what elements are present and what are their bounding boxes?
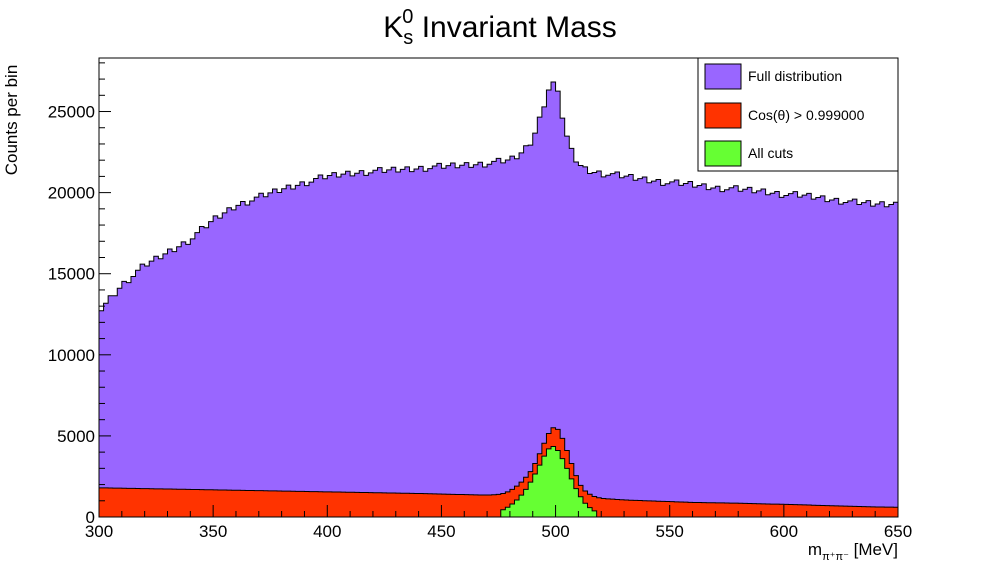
- y-tick-label: 20000: [48, 184, 95, 203]
- y-axis-label: Counts per bin: [2, 65, 21, 176]
- series-2-histogram: [98, 427, 899, 518]
- x-axis-label-sub: π⁺π⁻: [822, 551, 849, 563]
- legend-label: All cuts: [748, 145, 793, 161]
- axes: 300 350 400 450 500 550 600 650 0 5000 10000 15000 2…: [48, 62, 912, 541]
- x-axis-label: mπ⁺π⁻ [MeV]: [808, 540, 898, 563]
- chart-title-rest: Invariant Mass: [413, 11, 616, 44]
- y-tick-label: 0: [86, 508, 95, 527]
- legend-label: Full distribution: [748, 68, 842, 84]
- chart-title: Ks0 Invariant Mass: [383, 6, 617, 49]
- chart-title-sub: s: [403, 27, 413, 49]
- x-tick-label: 350: [199, 522, 227, 541]
- plot-frame: [98, 57, 899, 518]
- series-3-histogram: [500, 445, 598, 518]
- series-1-histogram: [98, 81, 899, 518]
- legend-swatch: [704, 102, 742, 129]
- y-tick-label: 10000: [48, 346, 95, 365]
- chart-title-sup: 0: [402, 6, 413, 28]
- x-axis-label-base: m: [808, 540, 822, 559]
- x-tick-label: 450: [427, 522, 455, 541]
- x-tick-label: 550: [656, 522, 684, 541]
- legend-swatch: [704, 63, 742, 90]
- y-tick-label: 5000: [57, 427, 95, 446]
- x-tick-label: 650: [884, 522, 912, 541]
- y-tick-label: 15000: [48, 265, 95, 284]
- x-tick-label: 600: [770, 522, 798, 541]
- histogram-layer: [98, 81, 899, 518]
- x-tick-label: 500: [541, 522, 569, 541]
- legend-label: Cos(θ) > 0.999000: [748, 107, 865, 123]
- x-tick-label: 400: [313, 522, 341, 541]
- chart-title-base: K: [383, 11, 403, 44]
- legend: Full distribution Cos(θ) > 0.999000 All cu…: [697, 57, 899, 172]
- legend-swatch: [704, 140, 742, 167]
- y-tick-label: 25000: [48, 103, 95, 122]
- x-axis-label-unit: [MeV]: [849, 540, 898, 559]
- x-tick-label: 300: [85, 522, 113, 541]
